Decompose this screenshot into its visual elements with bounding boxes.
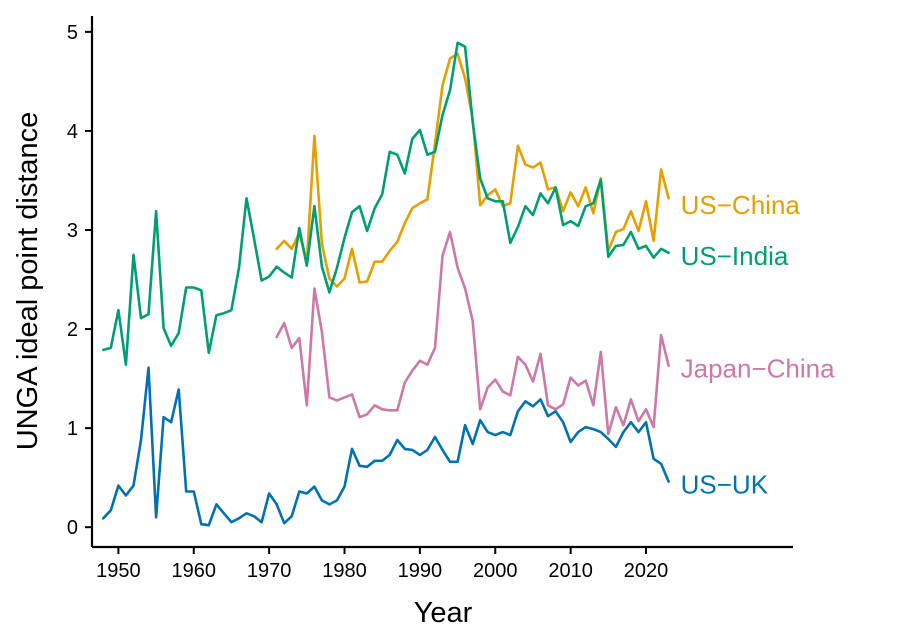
- x-tick-label: 2000: [473, 560, 518, 582]
- x-tick-label: 1990: [398, 560, 443, 582]
- y-tick-label: 4: [67, 121, 78, 143]
- y-tick-label: 3: [67, 220, 78, 242]
- x-axis-title: Year: [414, 597, 473, 629]
- y-tick-label: 2: [67, 319, 78, 341]
- y-axis: 0 1 2 3 4 5: [67, 16, 94, 547]
- x-tick-label: 2010: [548, 560, 593, 582]
- series-line-japan-china: [275, 230, 670, 436]
- x-tick-label: 2020: [624, 560, 669, 582]
- series-lines: [102, 41, 670, 527]
- series-line-us-china: [275, 52, 670, 288]
- series-label-us-india: US−India: [681, 241, 789, 271]
- x-tick-label: 1980: [322, 560, 367, 582]
- y-axis-title: UNGA ideal point distance: [12, 112, 44, 451]
- series-labels: US−China US−India Japan−China US−UK: [681, 190, 835, 499]
- x-tick-label: 1950: [96, 560, 141, 582]
- series-label-us-uk: US−UK: [681, 470, 769, 500]
- series-line-us-uk: [102, 366, 670, 527]
- series-label-us-china: US−China: [681, 190, 801, 220]
- x-axis: 1950 1960 1970 1980 1990 2000 2010 2020: [92, 545, 793, 582]
- x-tick-label: 1960: [172, 560, 217, 582]
- y-tick-label: 1: [67, 418, 78, 440]
- y-tick-label: 5: [67, 22, 78, 44]
- series-label-japan-china: Japan−China: [681, 354, 835, 384]
- series-line-us-india: [102, 41, 670, 367]
- y-tick-label: 0: [67, 517, 78, 539]
- x-tick-label: 1970: [247, 560, 292, 582]
